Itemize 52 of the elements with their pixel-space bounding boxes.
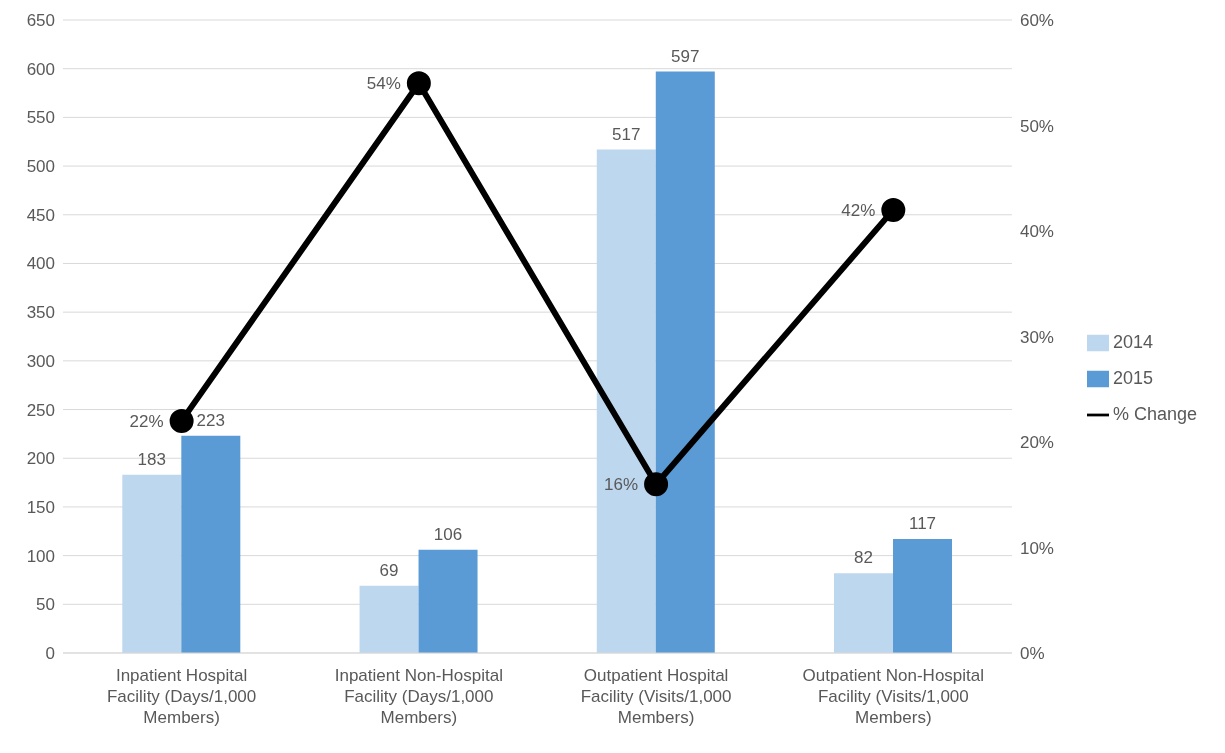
y-tick-label: 100 <box>26 546 55 566</box>
bar <box>834 573 894 653</box>
data-label: 16% <box>604 475 639 495</box>
data-label: 54% <box>366 74 401 94</box>
data-label: 183 <box>137 449 166 469</box>
y-tick-label: 600 <box>26 59 55 79</box>
y-tick-label: 0 <box>45 644 55 664</box>
y2-tick-label: 30% <box>1019 327 1054 347</box>
data-label: 82 <box>854 548 873 568</box>
y-tick-label: 550 <box>26 108 55 128</box>
point <box>406 71 431 96</box>
data-label: 517 <box>612 124 641 144</box>
point <box>644 472 669 497</box>
legend-label: 2015 <box>1112 368 1153 388</box>
y2-tick-label: 10% <box>1019 538 1054 558</box>
y-tick-label: 450 <box>26 205 55 225</box>
y2-tick-label: 20% <box>1019 433 1054 453</box>
y2-tick-label: 0% <box>1019 644 1045 664</box>
data-label: 42% <box>841 200 876 220</box>
y-tick-label: 350 <box>26 303 55 323</box>
y-tick-label: 250 <box>26 400 55 420</box>
y-tick-label: 500 <box>26 157 55 177</box>
y-tick-label: 300 <box>26 351 55 371</box>
bar <box>359 585 419 653</box>
data-label: 117 <box>908 514 937 534</box>
x-tick-label: Inpatient Hospital Facility (Days/1,000 Members) <box>106 666 257 727</box>
y2-tick-label: 40% <box>1019 222 1054 242</box>
y-tick-label: 200 <box>26 449 55 469</box>
bar <box>596 149 656 653</box>
bar <box>181 435 241 653</box>
point <box>881 197 906 222</box>
y2-tick-label: 50% <box>1019 116 1054 136</box>
y-tick-label: 400 <box>26 254 55 274</box>
y2-tick-label: 60% <box>1019 11 1054 31</box>
data-label: 223 <box>196 410 225 430</box>
data-label: 106 <box>433 524 463 544</box>
data-label: 69 <box>379 560 399 580</box>
point <box>169 408 194 433</box>
x-tick-label: Outpatient Hospital Facility (Visits/1,000 Members) <box>580 666 732 727</box>
y-tick-label: 650 <box>26 11 55 31</box>
x-tick-label: Inpatient Non-Hospital Facility (Days/1,000 Members) <box>334 666 503 727</box>
bar <box>893 539 953 653</box>
y-tick-label: 150 <box>26 497 55 517</box>
legend-label: 2014 <box>1112 332 1153 352</box>
bar <box>655 71 715 653</box>
x-tick-label: Outpatient Non-Hospital Facility (Visits/1,000 Members) <box>802 666 985 727</box>
y-tick-label: 50 <box>36 595 55 615</box>
data-label: 597 <box>671 46 700 66</box>
legend-label: % Change <box>1112 404 1197 424</box>
bar <box>418 549 478 653</box>
data-label: 22% <box>129 411 164 431</box>
bar <box>122 474 182 653</box>
